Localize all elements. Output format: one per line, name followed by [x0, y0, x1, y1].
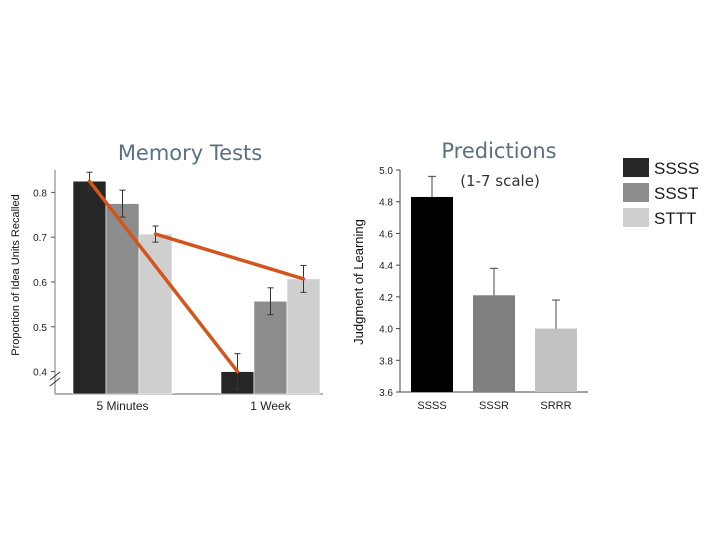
bar-sttt-5min: [138, 233, 173, 395]
predictions-chart: Predictions (1-7 scale) Judgment of Lear…: [351, 139, 588, 412]
bar-sssr: [473, 295, 515, 392]
trend-line-ssss: [87, 179, 240, 374]
trend-line-sttt: [153, 232, 306, 281]
legend-swatch-sttt: [623, 208, 649, 227]
bar-srrr: [535, 328, 577, 392]
bar-sttt-1week: [286, 278, 321, 395]
predictions-ytick-label: 4.2: [379, 293, 393, 304]
legend: SSSS SSST STTT: [623, 158, 699, 228]
predictions-title: Predictions: [441, 139, 556, 163]
memory-tests-ytick-label: 0.7: [33, 233, 47, 244]
legend-label-ssss: SSSS: [654, 159, 699, 178]
memory-tests-title: Memory Tests: [118, 141, 262, 165]
memory-tests-chart: Memory Tests Proportion of Idea Units Re…: [10, 141, 323, 413]
memory-tests-axis-break: [49, 377, 61, 387]
memory-tests-category-label: 1 Week: [250, 399, 291, 413]
predictions-category-label: SSSS: [417, 400, 446, 412]
predictions-ylabel: Judgment of Learning: [351, 219, 366, 345]
memory-tests-category-label: 5 Minutes: [96, 399, 148, 413]
bar-ssst-5min: [105, 203, 140, 395]
bar-ssst-1week: [253, 300, 288, 395]
legend-swatch-ssst: [623, 183, 649, 202]
predictions-ytick-label: 5.0: [379, 166, 393, 177]
memory-tests-ytick-label: 0.4: [33, 368, 47, 379]
legend-label-sttt: STTT: [654, 209, 697, 228]
predictions-ytick-label: 4.6: [379, 229, 393, 240]
predictions-subtitle: (1-7 scale): [460, 172, 540, 190]
predictions-ytick-label: 4.8: [379, 198, 393, 209]
predictions-ytick-label: 4.4: [379, 261, 393, 272]
predictions-ytick-label: 3.6: [379, 388, 393, 399]
legend-swatch-ssss: [623, 158, 649, 177]
bar-ssss: [411, 196, 453, 392]
memory-tests-ylabel: Proportion of Idea Units Recalled: [10, 194, 22, 355]
memory-tests-axis-break: [49, 371, 61, 381]
predictions-ytick-label: 4.0: [379, 325, 393, 336]
predictions-category-label: SSSR: [479, 400, 509, 412]
memory-tests-ytick-label: 0.5: [33, 323, 47, 334]
memory-tests-ytick-label: 0.6: [33, 278, 47, 289]
predictions-category-label: SRRR: [540, 400, 571, 412]
legend-label-ssst: SSST: [654, 184, 698, 203]
memory-tests-ytick-label: 0.8: [33, 188, 47, 199]
predictions-ytick-label: 3.8: [379, 356, 393, 367]
bar-ssss-5min: [72, 180, 107, 395]
